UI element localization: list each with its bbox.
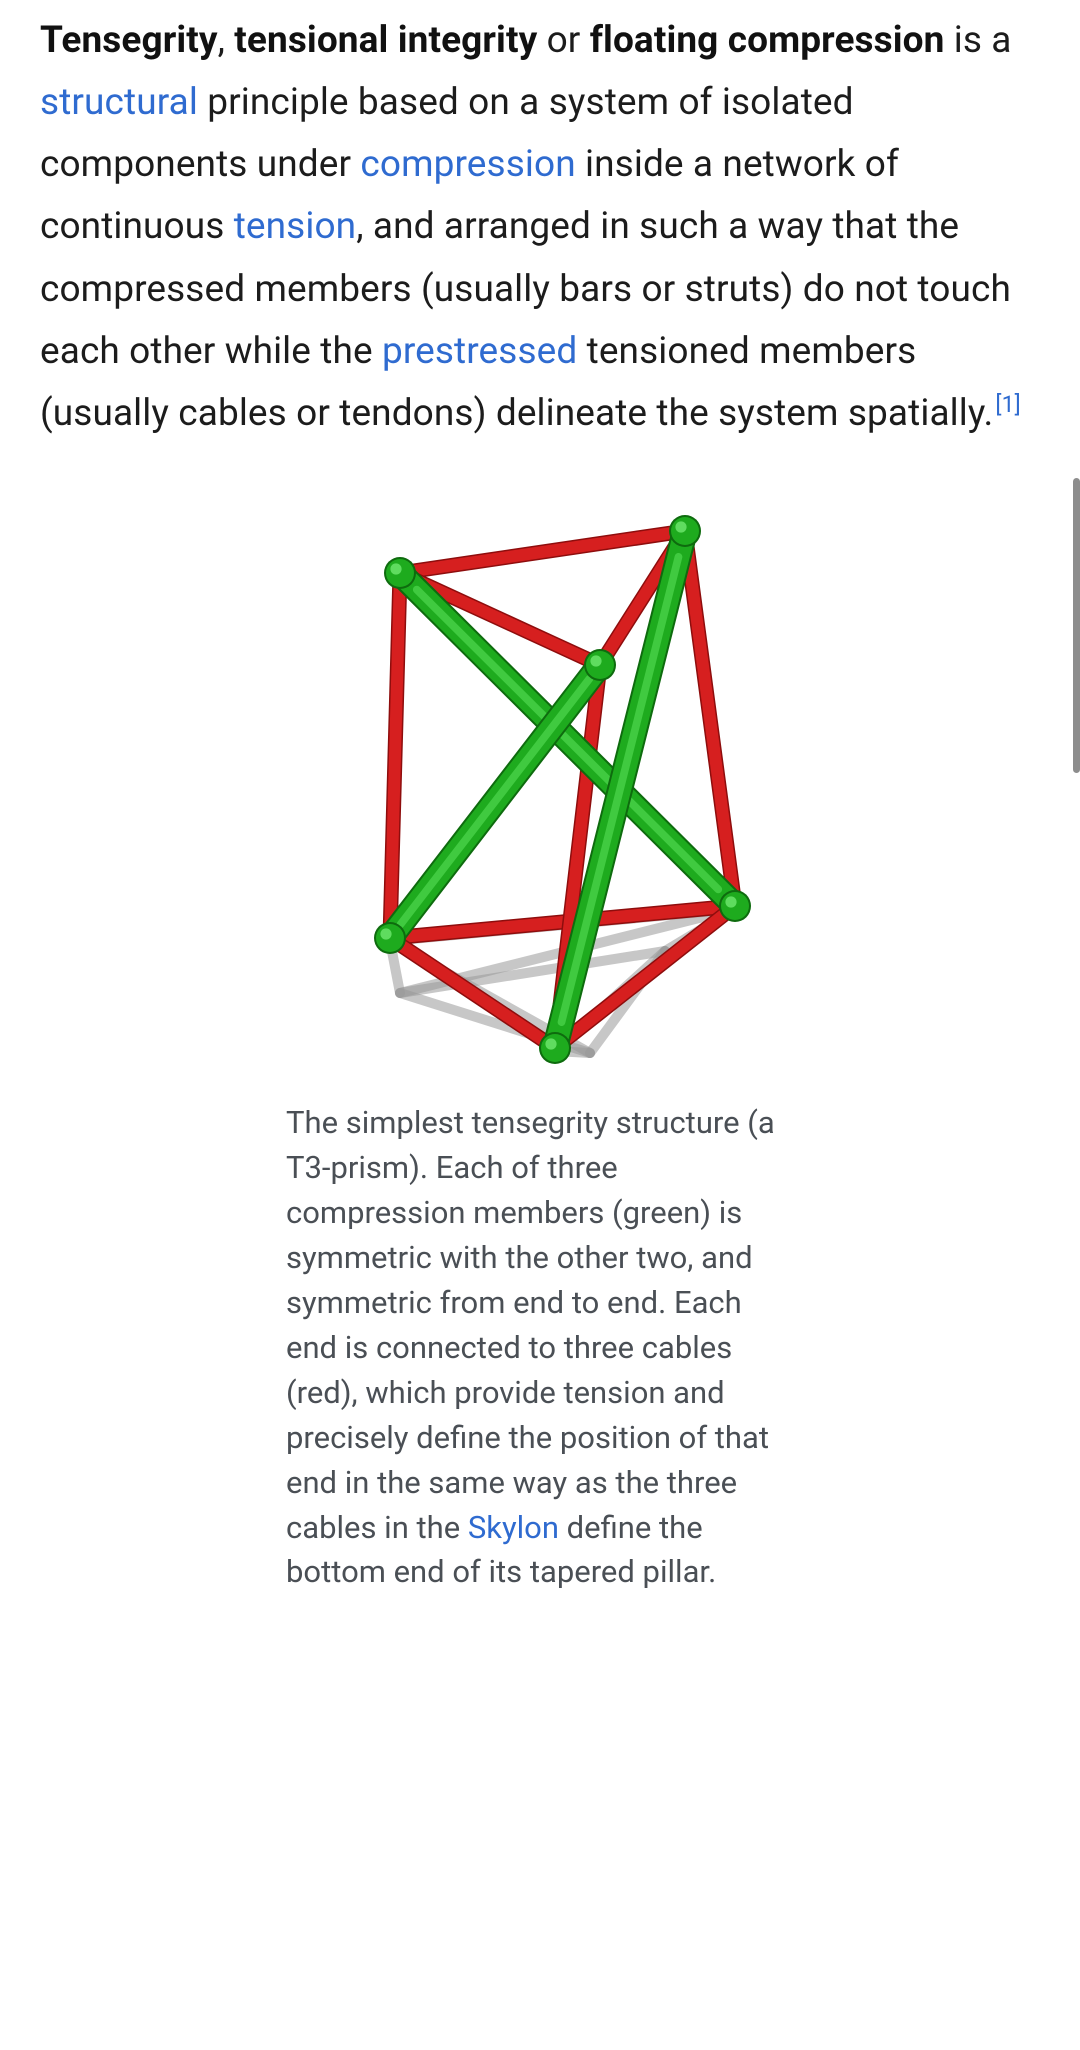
term-floating-compression: floating compression	[590, 19, 945, 62]
link-prestressed[interactable]: prestressed	[382, 330, 577, 373]
term-tensional-integrity: tensional integrity	[234, 19, 537, 62]
link-compression[interactable]: compression	[360, 143, 575, 186]
reference-1[interactable]: [1]	[995, 391, 1020, 418]
article-body: Tensegrity, tensional integrity or float…	[0, 0, 1080, 1655]
tensegrity-diagram	[290, 493, 790, 1083]
link-skylon[interactable]: Skylon	[468, 1509, 559, 1546]
term-tensegrity: Tensegrity	[40, 19, 218, 62]
figure-caption: The simplest tensegrity structure (a T3-…	[280, 1101, 800, 1595]
figure-tensegrity-prism: The simplest tensegrity structure (a T3-…	[280, 493, 800, 1595]
scroll-indicator[interactable]	[1073, 478, 1080, 773]
link-structural[interactable]: structural	[40, 81, 198, 124]
link-tension[interactable]: tension	[234, 205, 357, 248]
lead-paragraph: Tensegrity, tensional integrity or float…	[40, 10, 1040, 445]
